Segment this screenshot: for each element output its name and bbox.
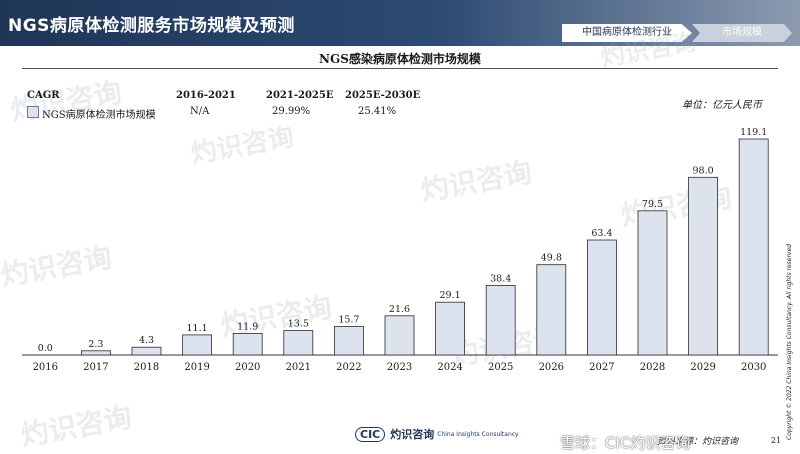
data-label-2016: 0.0 <box>38 343 53 354</box>
chart-title: NGS感染病原体检测市场规模 <box>319 52 481 66</box>
page-number: 21 <box>770 436 781 445</box>
data-label-2024: 29.1 <box>440 290 461 301</box>
x-tick-label-2017: 2017 <box>83 362 108 373</box>
x-tick-label-2029: 2029 <box>690 362 715 373</box>
bar-2026 <box>536 264 567 356</box>
x-tick-label-2019: 2019 <box>184 362 209 373</box>
data-label-2026: 49.8 <box>541 253 562 264</box>
attribution-watermark: 雪球：CIC灼识咨询 <box>560 434 691 452</box>
page-title: NGS病原体检测服务市场规模及预测 <box>8 16 295 36</box>
bar-2021 <box>283 330 314 356</box>
x-tick-label-2020: 2020 <box>235 362 260 373</box>
bar-2022 <box>333 326 364 356</box>
footer-logo: CIC 灼识咨询 China Insights Consultancy <box>355 426 519 442</box>
x-tick-label-2024: 2024 <box>437 362 462 373</box>
data-label-2021: 13.5 <box>288 319 309 330</box>
cagr-value-2: 29.99% <box>272 106 311 117</box>
bar-2024 <box>435 301 466 356</box>
tab-market-size[interactable]: 市场规模 <box>692 24 792 42</box>
data-label-2017: 2.3 <box>88 339 103 350</box>
cic-logo-icon: CIC <box>355 426 386 442</box>
source-note: 资料来源：灼识咨询 <box>656 437 738 447</box>
bar-2027 <box>587 239 617 356</box>
bar-2028 <box>637 210 668 356</box>
footer-logo-cn: 灼识咨询 <box>390 428 435 441</box>
data-label-2020: 11.9 <box>237 321 258 332</box>
bar-2019 <box>182 334 213 356</box>
data-label-2028: 79.5 <box>642 199 663 210</box>
bar-2025 <box>485 284 516 356</box>
title-divider <box>22 68 778 69</box>
data-label-2029: 98.0 <box>693 165 714 176</box>
cagr-period-3: 2025E-2030E <box>345 90 421 101</box>
x-tick-label-2026: 2026 <box>539 362 564 373</box>
bar-2020 <box>232 332 263 356</box>
data-label-2019: 11.1 <box>187 323 208 334</box>
cagr-value-1: N/A <box>190 106 210 117</box>
data-label-2018: 4.3 <box>139 335 154 346</box>
copyright-text: Copyright © 2022 China Insights Consulta… <box>786 244 793 440</box>
x-tick-label-2018: 2018 <box>134 362 159 373</box>
x-tick-label-2016: 2016 <box>33 362 58 373</box>
footer-logo-en: China Insights Consultancy <box>437 430 519 438</box>
x-tick-label-2022: 2022 <box>336 362 361 373</box>
bar-2029 <box>688 176 718 356</box>
x-tick-label-2021: 2021 <box>286 362 311 373</box>
bar-2023 <box>384 315 415 356</box>
data-label-2030: 119.1 <box>740 127 767 138</box>
tab-industry[interactable]: 中国病原体检测行业 <box>562 24 692 42</box>
cagr-period-1: 2016-2021 <box>176 90 236 101</box>
data-label-2027: 63.4 <box>591 228 612 239</box>
x-tick-label-2025: 2025 <box>488 362 513 373</box>
data-label-2022: 15.7 <box>338 315 359 326</box>
x-tick-label-2028: 2028 <box>640 362 665 373</box>
legend-swatch <box>27 106 39 118</box>
data-label-2025: 38.4 <box>490 273 511 284</box>
x-tick-label-2023: 2023 <box>387 362 412 373</box>
cagr-header: CAGR <box>27 90 60 101</box>
unit-label: 单位：亿元人民币 <box>682 100 762 111</box>
x-tick-label-2027: 2027 <box>589 362 614 373</box>
data-label-2023: 21.6 <box>389 304 410 315</box>
cagr-period-2: 2021-2025E <box>266 90 334 101</box>
cagr-value-3: 25.41% <box>358 106 397 117</box>
legend-label: NGS病原体检测市场规模 <box>42 110 156 121</box>
x-tick-label-2030: 2030 <box>741 362 766 373</box>
bar-2018 <box>131 346 162 356</box>
bar-2030 <box>738 138 769 356</box>
bar-2017 <box>81 350 111 356</box>
